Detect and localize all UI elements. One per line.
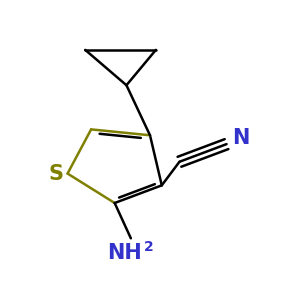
Text: S: S xyxy=(48,164,63,184)
Text: 2: 2 xyxy=(144,240,153,254)
Text: N: N xyxy=(232,128,250,148)
Text: NH: NH xyxy=(108,243,142,263)
